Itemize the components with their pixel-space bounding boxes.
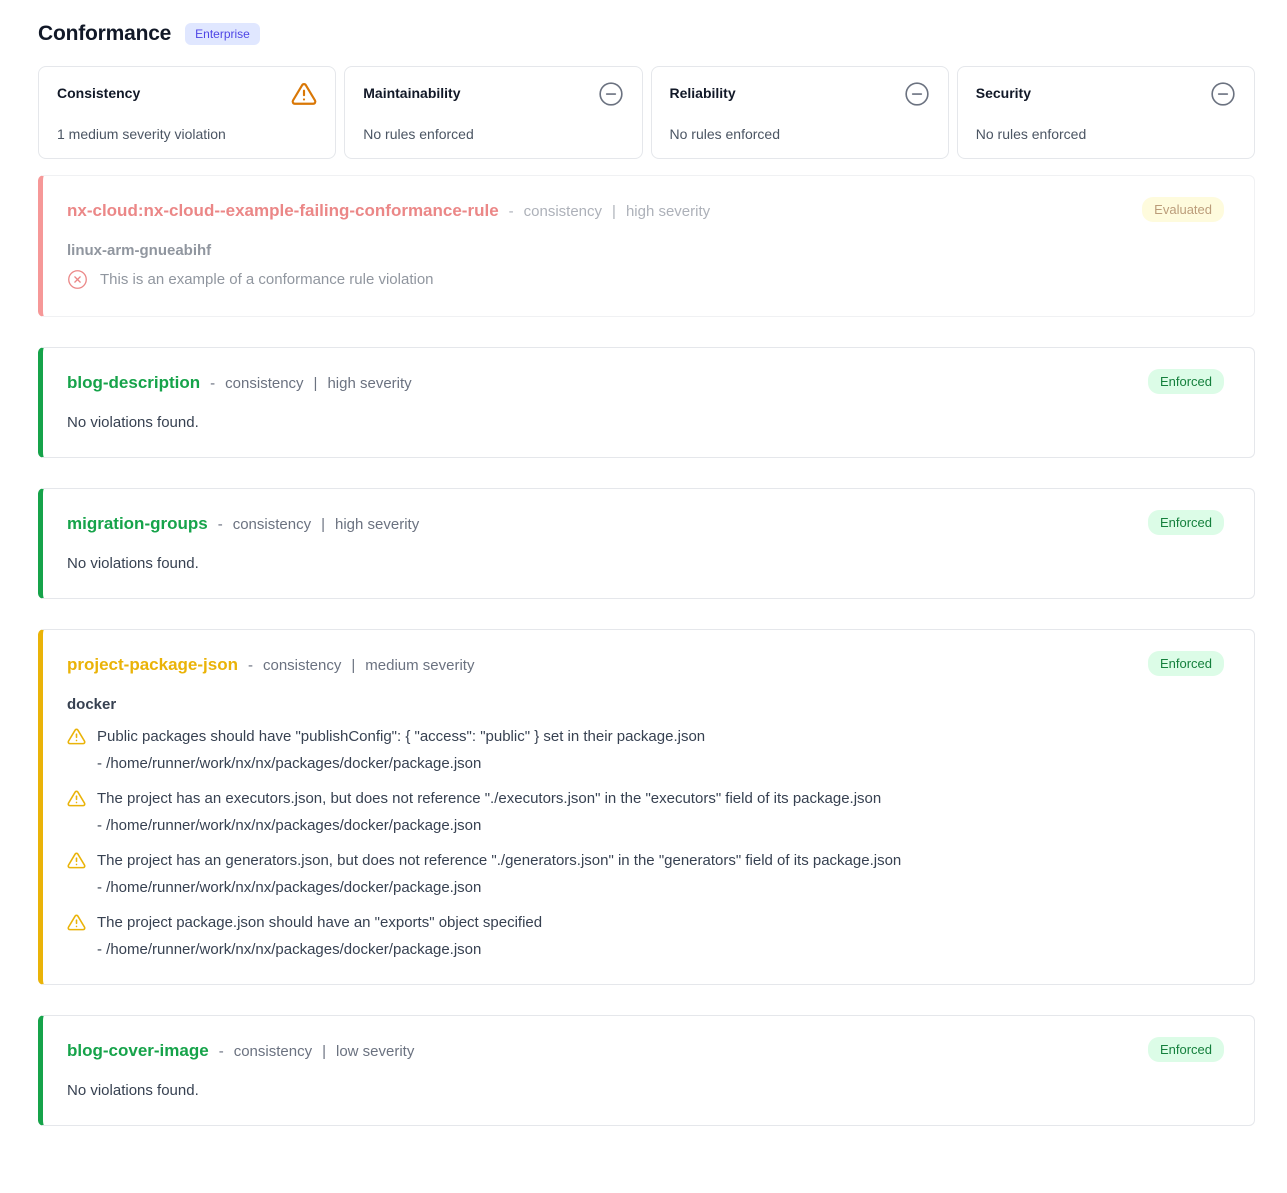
violation-path: - /home/runner/work/nx/nx/packages/docke… xyxy=(97,941,482,958)
category-title: Security xyxy=(975,85,1031,101)
rule-category: consistency xyxy=(523,203,603,220)
warning-triangle-icon xyxy=(291,81,317,107)
category-status: No rules enforced xyxy=(669,126,781,142)
dash-separator: - xyxy=(508,203,514,220)
category-summary-grid: Consistency 1 medium severity violation … xyxy=(38,66,1255,159)
rule-title-row: blog-cover-image - consistency | low sev… xyxy=(67,1041,1226,1061)
rule-name-link[interactable]: nx-cloud:nx-cloud--example-failing-confo… xyxy=(67,201,499,220)
category-status: 1 medium severity violation xyxy=(57,126,226,142)
category-card-header: Security xyxy=(976,81,1236,107)
no-violations-text: No violations found. xyxy=(67,1082,199,1099)
violation-item: Public packages should have "publishConf… xyxy=(67,726,1226,772)
pipe-separator: | xyxy=(612,203,616,220)
rule-name-link[interactable]: blog-description xyxy=(67,373,201,392)
category-card-header: Maintainability xyxy=(363,81,623,107)
rule-title-row: migration-groups - consistency | high se… xyxy=(67,514,1226,534)
category-title: Consistency xyxy=(57,85,141,101)
violation-item: The project has an generators.json, but … xyxy=(67,850,1226,896)
rule-name-link[interactable]: migration-groups xyxy=(67,514,208,533)
violation-row: The project has an generators.json, but … xyxy=(67,850,1226,871)
category-card-security: Security No rules enforced xyxy=(956,66,1255,159)
minus-circle-icon xyxy=(598,81,624,107)
rule-name-link[interactable]: blog-cover-image xyxy=(67,1041,209,1060)
minus-circle-icon xyxy=(904,81,930,107)
rule-category: consistency xyxy=(233,1043,313,1060)
category-title: Reliability xyxy=(669,85,736,101)
pipe-separator: | xyxy=(313,375,318,392)
enterprise-badge: Enterprise xyxy=(185,23,260,45)
rule-severity: medium severity xyxy=(365,657,475,674)
violation-path: - /home/runner/work/nx/nx/packages/docke… xyxy=(97,755,482,772)
violation-row: The project package.json should have an … xyxy=(67,912,1226,933)
warning-triangle-icon xyxy=(67,913,86,932)
violation-message: The project has an generators.json, but … xyxy=(97,852,902,869)
violation-row: Public packages should have "publishConf… xyxy=(67,726,1226,747)
pipe-separator: | xyxy=(321,516,325,533)
rule-card-migration-groups: migration-groups - consistency | high se… xyxy=(38,488,1255,599)
no-violations-text: No violations found. xyxy=(67,414,199,431)
violation-row: This is an example of a conformance rule… xyxy=(67,269,1226,290)
rule-title-row: nx-cloud:nx-cloud--example-failing-confo… xyxy=(67,201,1226,221)
category-title: Maintainability xyxy=(363,85,461,101)
warning-triangle-icon xyxy=(67,727,86,746)
rule-severity: high severity xyxy=(327,375,412,392)
enforced-badge: Enforced xyxy=(1147,510,1224,535)
category-card-header: Consistency xyxy=(57,81,317,107)
violation-item: The project has an executors.json, but d… xyxy=(67,788,1226,834)
dash-separator: - xyxy=(218,1043,224,1060)
enforced-badge: Enforced xyxy=(1147,651,1224,676)
no-violations-text: No violations found. xyxy=(67,555,199,572)
page-header: Conformance Enterprise xyxy=(38,22,1255,46)
rule-severity: high severity xyxy=(625,203,711,220)
rule-category: consistency xyxy=(263,657,342,674)
dash-separator: - xyxy=(217,516,223,533)
pipe-separator: | xyxy=(351,657,356,674)
violation-message: The project package.json should have an … xyxy=(97,914,543,931)
violation-message: Public packages should have "publishConf… xyxy=(97,728,706,745)
enforced-badge: Enforced xyxy=(1147,1037,1224,1062)
violation-message: This is an example of a conformance rule… xyxy=(100,271,434,288)
rule-title-row: blog-description - consistency | high se… xyxy=(67,373,1226,393)
category-card-consistency: Consistency 1 medium severity violation xyxy=(38,66,337,159)
category-status: No rules enforced xyxy=(363,126,474,142)
project-name: linux-arm-gnueabihf xyxy=(67,242,212,259)
enforced-badge: Enforced xyxy=(1147,369,1224,394)
violation-message: The project has an executors.json, but d… xyxy=(97,790,882,807)
x-circle-icon xyxy=(67,269,88,290)
category-card-maintainability: Maintainability No rules enforced xyxy=(344,66,643,159)
project-name: docker xyxy=(67,696,117,713)
dash-separator: - xyxy=(210,375,216,392)
rule-card-project-package-json: project-package-json - consistency | med… xyxy=(38,629,1255,985)
page-title: Conformance xyxy=(38,22,172,45)
conformance-page: Conformance Enterprise Consistency 1 med… xyxy=(38,22,1255,1126)
warning-triangle-icon xyxy=(67,789,86,808)
warning-triangle-icon xyxy=(67,851,86,870)
rule-severity: high severity xyxy=(335,516,420,533)
violation-path: - /home/runner/work/nx/nx/packages/docke… xyxy=(97,817,482,834)
rule-card-example-failing-conformance-rule: nx-cloud:nx-cloud--example-failing-confo… xyxy=(38,175,1255,317)
rules-list: nx-cloud:nx-cloud--example-failing-confo… xyxy=(38,175,1255,1126)
category-card-reliability: Reliability No rules enforced xyxy=(650,66,949,159)
rule-title-row: project-package-json - consistency | med… xyxy=(67,655,1226,675)
rule-category: consistency xyxy=(225,375,304,392)
rule-card-blog-cover-image: blog-cover-image - consistency | low sev… xyxy=(38,1015,1255,1126)
category-status: No rules enforced xyxy=(975,126,1087,142)
violation-path: - /home/runner/work/nx/nx/packages/docke… xyxy=(97,879,482,896)
category-card-header: Reliability xyxy=(670,81,930,107)
pipe-separator: | xyxy=(322,1043,326,1060)
rule-severity: low severity xyxy=(335,1043,415,1060)
rule-name-link[interactable]: project-package-json xyxy=(67,655,238,674)
violation-item: The project package.json should have an … xyxy=(67,912,1226,958)
rule-category: consistency xyxy=(232,516,312,533)
dash-separator: - xyxy=(248,657,253,674)
violation-row: The project has an executors.json, but d… xyxy=(67,788,1226,809)
evaluated-badge: Evaluated xyxy=(1142,197,1224,222)
rule-card-blog-description: blog-description - consistency | high se… xyxy=(38,347,1255,458)
minus-circle-icon xyxy=(1210,81,1236,107)
